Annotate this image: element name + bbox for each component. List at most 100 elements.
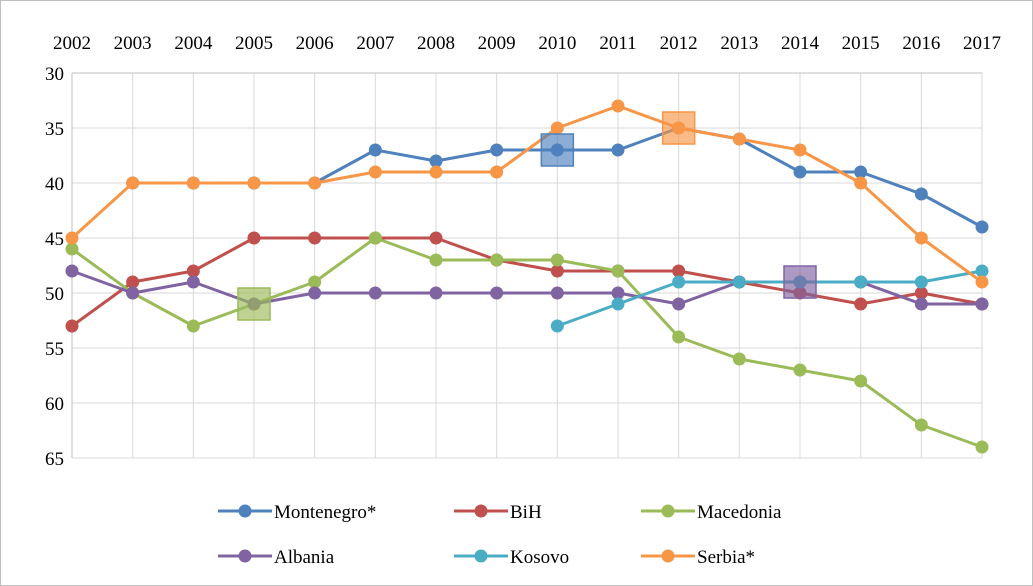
- data-point-serbia: [550, 121, 564, 135]
- series-line-macedonia: [71, 236, 983, 449]
- data-point-serbia: [611, 99, 625, 113]
- data-point-macedonia: [550, 253, 564, 267]
- x-tick-label: 2006: [296, 33, 334, 54]
- data-point-montenegro: [854, 165, 868, 179]
- data-point-albania: [672, 297, 686, 311]
- data-point-macedonia: [854, 374, 868, 388]
- series-line-kosovo: [556, 269, 983, 328]
- data-point-albania: [914, 297, 928, 311]
- data-point-albania: [308, 286, 322, 300]
- data-point-macedonia: [793, 363, 807, 377]
- x-tick-label: 2015: [842, 33, 880, 54]
- data-point-macedonia: [308, 275, 322, 289]
- data-point-macedonia: [611, 264, 625, 278]
- data-point-montenegro: [793, 165, 807, 179]
- highlight-square-montenegro: [540, 133, 575, 167]
- data-point-bih: [65, 319, 79, 333]
- legend-label-serbia: Serbia*: [697, 547, 755, 568]
- data-point-kosovo: [854, 275, 868, 289]
- x-tick-label: 2005: [235, 33, 273, 54]
- data-point-albania: [126, 286, 140, 300]
- x-tick-label: 2004: [174, 33, 213, 54]
- y-tick-label: 60: [45, 394, 64, 415]
- data-point-serbia: [975, 275, 989, 289]
- legend-marker-macedonia: [661, 504, 675, 518]
- data-point-macedonia: [672, 330, 686, 344]
- data-point-bih: [186, 264, 200, 278]
- y-tick-label: 65: [45, 449, 64, 470]
- data-point-kosovo: [672, 275, 686, 289]
- data-point-montenegro: [914, 187, 928, 201]
- data-point-bih: [126, 275, 140, 289]
- data-point-serbia: [247, 176, 261, 190]
- data-point-montenegro: [611, 143, 625, 157]
- data-point-bih: [308, 231, 322, 245]
- data-point-macedonia: [975, 440, 989, 454]
- data-point-macedonia: [490, 253, 504, 267]
- legend-marker-montenegro: [238, 504, 252, 518]
- data-point-albania: [975, 297, 989, 311]
- data-point-kosovo: [914, 275, 928, 289]
- data-point-kosovo: [732, 275, 746, 289]
- data-point-macedonia: [186, 319, 200, 333]
- data-point-montenegro: [975, 220, 989, 234]
- x-tick-label: 2009: [478, 33, 516, 54]
- highlight-square-albania: [783, 265, 817, 299]
- legend-label-macedonia: Macedonia: [697, 502, 782, 523]
- highlight-square-macedonia: [237, 287, 271, 321]
- x-tick-label: 2003: [114, 33, 152, 54]
- data-point-kosovo: [611, 297, 625, 311]
- data-point-macedonia: [914, 418, 928, 432]
- x-tick-label: 2017: [963, 33, 1001, 54]
- highlight-square-serbia: [661, 111, 696, 145]
- data-point-albania: [368, 286, 382, 300]
- data-point-albania: [429, 286, 443, 300]
- data-point-serbia: [429, 165, 443, 179]
- x-tick-label: 2012: [660, 33, 698, 54]
- data-point-serbia: [126, 176, 140, 190]
- data-point-bih: [550, 264, 564, 278]
- series-line-bih: [71, 236, 983, 328]
- data-point-bih: [247, 231, 261, 245]
- data-point-albania: [490, 286, 504, 300]
- legend-label-albania: Albania: [274, 547, 335, 568]
- data-point-montenegro: [368, 143, 382, 157]
- data-point-albania: [550, 286, 564, 300]
- y-tick-label: 50: [45, 284, 64, 305]
- x-tick-label: 2008: [417, 33, 455, 54]
- y-tick-label: 40: [45, 174, 64, 195]
- data-point-kosovo: [975, 264, 989, 278]
- x-tick-label: 2011: [599, 33, 636, 54]
- data-point-serbia: [854, 176, 868, 190]
- legend-label-montenegro: Montenegro*: [274, 502, 376, 523]
- data-point-macedonia: [732, 352, 746, 366]
- data-point-montenegro: [429, 154, 443, 168]
- legend-marker-bih: [474, 504, 488, 518]
- data-point-macedonia: [368, 231, 382, 245]
- data-point-albania: [611, 286, 625, 300]
- legend-marker-serbia: [661, 549, 675, 563]
- data-point-serbia: [490, 165, 504, 179]
- legend-marker-kosovo: [474, 549, 488, 563]
- x-tick-label: 2016: [902, 33, 940, 54]
- data-point-serbia: [914, 231, 928, 245]
- data-point-kosovo: [550, 319, 564, 333]
- x-tick-label: 2002: [53, 33, 91, 54]
- data-point-montenegro: [490, 143, 504, 157]
- data-point-serbia: [793, 143, 807, 157]
- legend-marker-albania: [238, 549, 252, 563]
- data-point-albania: [65, 264, 79, 278]
- data-point-albania: [186, 275, 200, 289]
- data-point-bih: [429, 231, 443, 245]
- data-point-macedonia: [429, 253, 443, 267]
- series-line-serbia: [70, 104, 983, 284]
- data-point-serbia: [308, 176, 322, 190]
- data-point-serbia: [732, 132, 746, 146]
- data-point-serbia: [186, 176, 200, 190]
- x-tick-label: 2007: [356, 33, 394, 54]
- data-point-bih: [672, 264, 686, 278]
- legend-label-kosovo: Kosovo: [510, 547, 569, 568]
- y-tick-label: 35: [45, 119, 64, 140]
- x-tick-label: 2010: [538, 33, 576, 54]
